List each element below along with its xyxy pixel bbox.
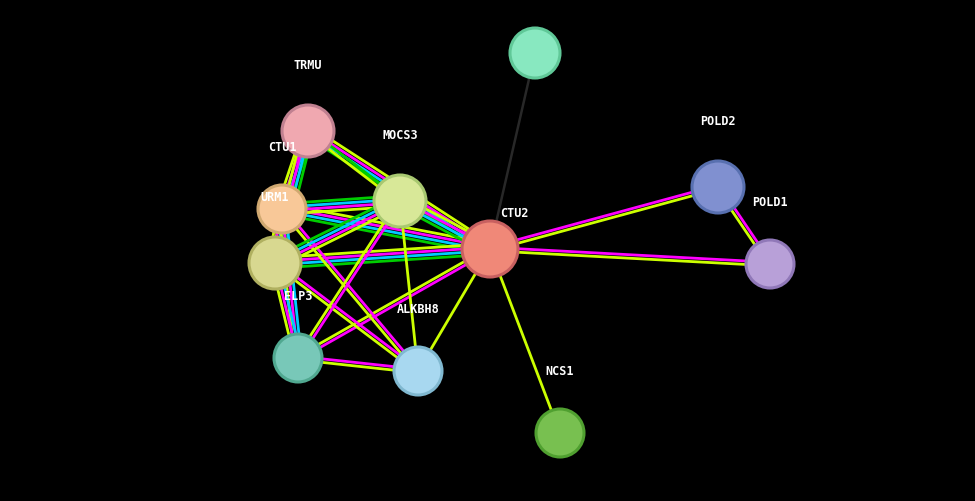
Circle shape [510,29,560,79]
Circle shape [249,237,301,290]
Text: ALKBH8: ALKBH8 [397,303,440,315]
Text: NCS1: NCS1 [546,364,574,377]
Text: ELP3: ELP3 [284,290,312,303]
Circle shape [462,221,518,278]
Text: POLD2: POLD2 [700,115,736,128]
Circle shape [692,162,744,213]
Circle shape [258,186,306,233]
Text: CTU2: CTU2 [500,206,528,219]
Circle shape [282,106,334,158]
Circle shape [746,240,794,289]
Circle shape [274,334,322,382]
Text: TRMU: TRMU [293,59,323,72]
Text: URM1: URM1 [260,190,290,203]
Text: MOCS3: MOCS3 [382,129,418,142]
Circle shape [374,176,426,227]
Text: POLD1: POLD1 [752,195,788,208]
Circle shape [394,347,442,395]
Text: CTU1: CTU1 [268,141,296,154]
Circle shape [536,409,584,457]
